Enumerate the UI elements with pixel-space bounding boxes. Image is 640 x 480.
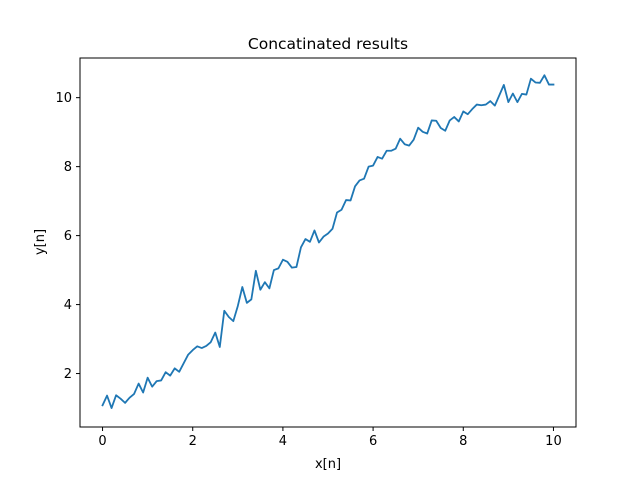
series-line bbox=[101, 74, 555, 409]
x-tick-label: 0 bbox=[98, 434, 106, 449]
series-layer bbox=[101, 74, 555, 409]
x-tick-label: 8 bbox=[459, 434, 467, 449]
y-axis-label: y[n] bbox=[33, 229, 48, 255]
y-tick-label: 8 bbox=[64, 160, 72, 175]
y-tick-label: 4 bbox=[64, 298, 72, 313]
y-axis-ticks: 2 4 6 8 10 bbox=[55, 91, 80, 382]
x-axis-ticks: 0 2 4 6 8 10 bbox=[98, 427, 562, 449]
y-tick-label: 10 bbox=[55, 91, 72, 106]
plot-frame bbox=[79, 57, 577, 428]
x-axis-label: x[n] bbox=[315, 457, 341, 472]
y-tick-label: 2 bbox=[64, 367, 72, 382]
chart-title: Concatinated results bbox=[248, 35, 408, 53]
y-tick-label: 6 bbox=[64, 229, 72, 244]
x-tick-label: 2 bbox=[189, 434, 197, 449]
x-tick-label: 10 bbox=[545, 434, 562, 449]
x-tick-label: 4 bbox=[279, 434, 287, 449]
x-tick-label: 6 bbox=[369, 434, 377, 449]
